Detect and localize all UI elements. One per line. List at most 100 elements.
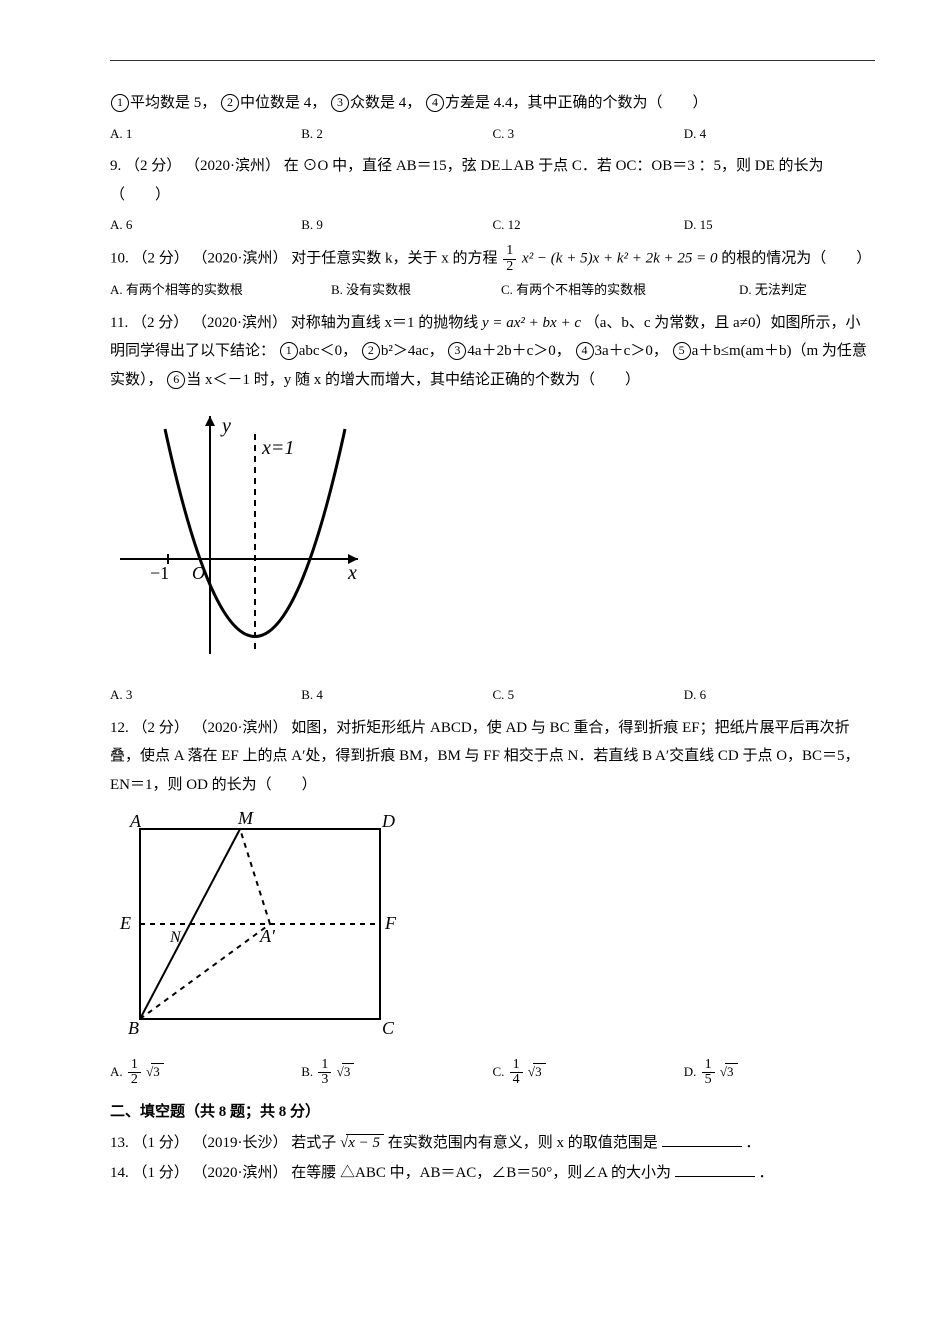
label-neg1: −1 — [150, 563, 169, 583]
q12-a-rad: 3 — [151, 1063, 164, 1079]
q12-d-rad: 3 — [725, 1063, 738, 1079]
q13-num: 13. — [110, 1135, 129, 1151]
q10-opt-b: B. 没有实数根 — [331, 278, 501, 303]
q11-choices: A. 3 B. 4 C. 5 D. 6 — [110, 683, 875, 708]
circle-1: 1 — [111, 94, 129, 112]
q12-opt-c: C. 14 √3 — [493, 1058, 684, 1088]
sqrt-icon: √3 — [146, 1060, 164, 1085]
q13-stem: 13. （1 分） （2019·长沙） 若式子 √x − 5 在实数范围内有意义… — [110, 1129, 875, 1158]
q11-pts: （2 分） — [132, 315, 188, 331]
q10-choices: A. 有两个相等的实数根 B. 没有实数根 C. 有两个不相等的实数根 D. 无… — [110, 278, 875, 303]
q12-choices: A. 12 √3 B. 13 √3 C. 14 √3 D. 15 √3 — [110, 1058, 875, 1088]
q12-a-num: 1 — [128, 1058, 141, 1074]
q12-d-num: 1 — [702, 1058, 715, 1074]
q11-body-a: 对称轴为直线 x＝1 的抛物线 — [291, 315, 482, 331]
q12-src: （2020·滨州） — [193, 720, 288, 736]
q10-src: （2020·滨州） — [193, 251, 288, 267]
sqrt-icon: √x − 5 — [340, 1129, 384, 1158]
q11-opt-c: C. 5 — [493, 683, 684, 708]
q10-pts: （2 分） — [133, 251, 189, 267]
q9-choices: A. 6 B. 9 C. 12 D. 15 — [110, 213, 875, 238]
q8-part2: 中位数是 4， — [240, 95, 326, 111]
q9-num: 9. — [110, 158, 121, 174]
label-o: O — [192, 563, 205, 583]
q11-circ3: 3 — [448, 342, 466, 360]
lbl-A: A — [129, 811, 142, 831]
q14-end: ． — [759, 1165, 774, 1181]
q11-opt-d: D. 6 — [684, 683, 875, 708]
q12-b-rad: 3 — [342, 1063, 355, 1079]
q11-num: 11. — [110, 315, 128, 331]
q12-c-rad: 3 — [533, 1063, 546, 1079]
label-xeq1: x=1 — [261, 437, 294, 459]
q12-b-label: B. — [301, 1064, 313, 1079]
lbl-F: F — [384, 913, 397, 933]
q10-body-b: 的根的情况为（ ） — [721, 251, 871, 267]
q11-c1: abc＜0， — [299, 343, 357, 359]
q12-a-label: A. — [110, 1064, 123, 1079]
sqrt-icon: √3 — [720, 1060, 738, 1085]
page-top-rule — [110, 60, 875, 61]
q12-stem: 12. （2 分） （2020·滨州） 如图，对折矩形纸片 ABCD，使 AD … — [110, 714, 875, 800]
q11-opt-a: A. 3 — [110, 683, 301, 708]
q12-d-den: 5 — [702, 1073, 715, 1088]
q12-num: 12. — [110, 720, 129, 736]
lbl-E: E — [119, 913, 131, 933]
q9-src: （2020·滨州） — [185, 158, 280, 174]
q13-b: 在实数范围内有意义，则 x 的取值范围是 — [388, 1135, 658, 1151]
q12-c-den: 4 — [510, 1073, 523, 1088]
q10-opt-c: C. 有两个不相等的实数根 — [501, 278, 739, 303]
q12-a-den: 2 — [128, 1073, 141, 1088]
sqrt-icon: √3 — [528, 1060, 546, 1085]
q13-src: （2019·长沙） — [193, 1135, 288, 1151]
q11-c2: b²＞4ac， — [381, 343, 444, 359]
q10-opt-a: A. 有两个相等的实数根 — [110, 278, 331, 303]
q13-end: ． — [745, 1135, 760, 1151]
q14-body: 在等腰 △ABC 中，AB＝AC，∠B＝50°，则∠A 的大小为 — [291, 1165, 671, 1181]
parabola-svg: y x O −1 x=1 — [110, 404, 370, 664]
q11-c4: 3a＋c＞0， — [595, 343, 668, 359]
q11-figure: y x O −1 x=1 — [110, 404, 875, 675]
sqrt-icon: √3 — [337, 1060, 355, 1085]
q8-opt-b: B. 2 — [301, 122, 492, 147]
q10-opt-d: D. 无法判定 — [739, 278, 875, 303]
q12-opt-d: D. 15 √3 — [684, 1058, 875, 1088]
q8-stem: 1平均数是 5， 2中位数是 4， 3众数是 4， 4方差是 4.4，其中正确的… — [110, 89, 875, 118]
q12-b-num: 1 — [318, 1058, 331, 1074]
q12-d-label: D. — [684, 1064, 697, 1079]
q11-circ2: 2 — [362, 342, 380, 360]
circle-2: 2 — [221, 94, 239, 112]
q8-opt-a: A. 1 — [110, 122, 301, 147]
q9-opt-c: C. 12 — [493, 213, 684, 238]
q12-c-label: C. — [493, 1064, 505, 1079]
rect-fold-svg: A D B C E F M N A′ — [110, 809, 410, 1039]
q11-c3: 4a＋2b＋c＞0， — [467, 343, 570, 359]
lbl-M: M — [237, 809, 254, 828]
q13-blank — [662, 1131, 742, 1147]
q11-circ1: 1 — [280, 342, 298, 360]
q12-figure: A D B C E F M N A′ — [110, 809, 875, 1050]
q10-frac-den: 2 — [503, 260, 516, 275]
lbl-C: C — [382, 1018, 395, 1038]
q11-c6: 当 x＜－1 时，y 随 x 的增大而增大，其中结论正确的个数为（ ） — [186, 372, 640, 388]
q8-part1: 平均数是 5， — [130, 95, 216, 111]
q13-a: 若式子 — [291, 1135, 340, 1151]
lbl-Ap: A′ — [259, 926, 276, 946]
q14-blank — [675, 1161, 755, 1177]
q10-body-a: 对于任意实数 k，关于 x 的方程 — [291, 251, 501, 267]
label-x: x — [347, 562, 357, 584]
q12-c-num: 1 — [510, 1058, 523, 1074]
q10-num: 10. — [110, 251, 129, 267]
q12-opt-b: B. 13 √3 — [301, 1058, 492, 1088]
q11-circ6: 6 — [167, 371, 185, 389]
q11-src: （2020·滨州） — [192, 315, 287, 331]
q8-part4: 方差是 4.4，其中正确的个数为（ ） — [445, 95, 708, 111]
q8-choices: A. 1 B. 2 C. 3 D. 4 — [110, 122, 875, 147]
q10-eq: x² − (k + 5)x + k² + 2k + 25 = 0 — [522, 251, 718, 267]
q10-frac: 1 2 — [503, 244, 516, 274]
q13-rad: x − 5 — [346, 1134, 384, 1151]
q8-opt-c: C. 3 — [493, 122, 684, 147]
lbl-N: N — [169, 929, 182, 946]
circle-4: 4 — [426, 94, 444, 112]
q11-circ5: 5 — [673, 342, 691, 360]
